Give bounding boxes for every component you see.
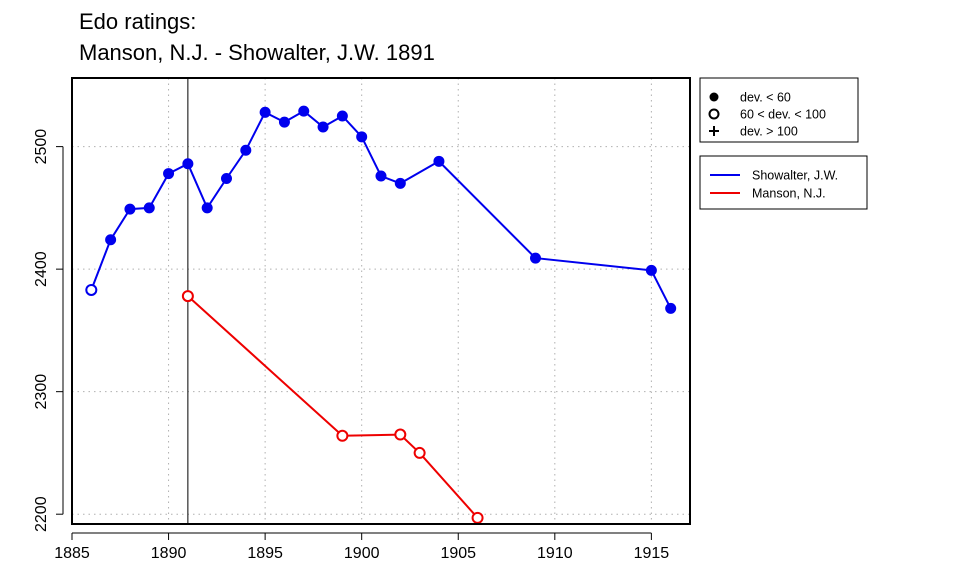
x-tick-label: 1895 [247,545,283,562]
x-tick-label: 1885 [54,545,90,562]
x-tick-label: 1915 [634,545,670,562]
data-point-filled [394,177,406,189]
data-point-open [413,446,426,459]
y-tick-label: 2400 [33,251,50,287]
data-point-open [85,283,98,296]
data-point-open [336,429,349,442]
data-point-filled [259,106,271,118]
marker-legend-label: dev. < 60 [740,91,791,105]
x-tick-label: 1905 [440,545,476,562]
data-point-filled [201,202,213,214]
data-point-filled [143,202,155,214]
y-tick-label: 2300 [33,374,50,410]
data-point-open [394,428,407,441]
data-point-filled [336,110,348,122]
marker-legend-box [699,77,859,143]
data-point-filled [221,172,232,184]
data-point-filled [645,264,657,276]
data-point-open [181,290,194,303]
data-point-filled [530,252,541,264]
x-tick-label: 1890 [151,545,187,562]
data-point-filled [356,131,368,143]
data-point-filled [182,158,194,170]
data-point-filled [298,105,310,117]
y-tick-label: 2200 [33,496,50,532]
legend-layer: dev. < 60 60 < dev. < 100 dev. > 100 Showal… [699,77,868,210]
grid-layer [72,78,690,524]
axis-layer: 1885 1890 1895 1900 1905 1910 1915 2200 2300 2400… [33,129,669,562]
data-point-filled [105,234,117,246]
data-point-filled [433,155,445,167]
series-legend-box [699,155,868,210]
legend-plus-icon [709,126,719,136]
legend-open-circle-icon [708,108,720,120]
data-point-open [471,511,484,524]
series-legend-label: Showalter, J.W. [752,169,838,183]
data-point-filled [278,116,290,128]
series-line [90,109,672,309]
series-legend-label: Manson, N.J. [752,187,826,201]
series-line [187,295,479,519]
data-point-filled [163,168,175,180]
marker-legend-label: dev. > 100 [740,125,798,139]
data-point-filled [375,170,387,182]
x-tick-label: 1910 [537,545,573,562]
data-point-filled [317,121,329,133]
chart-title-line-2: Manson, N.J. - Showalter, J.W. 1891 [79,40,435,65]
legend-filled-circle-icon [709,92,719,102]
series-layer [85,105,677,524]
y-tick-label: 2500 [33,129,50,165]
chart-title-line-1: Edo ratings: [79,9,197,34]
data-point-filled [240,144,252,156]
plot-frame [71,77,691,525]
marker-legend-label: 60 < dev. < 100 [740,108,826,122]
data-point-filled [124,203,136,215]
x-tick-label: 1900 [344,545,380,562]
data-point-filled [665,302,677,314]
